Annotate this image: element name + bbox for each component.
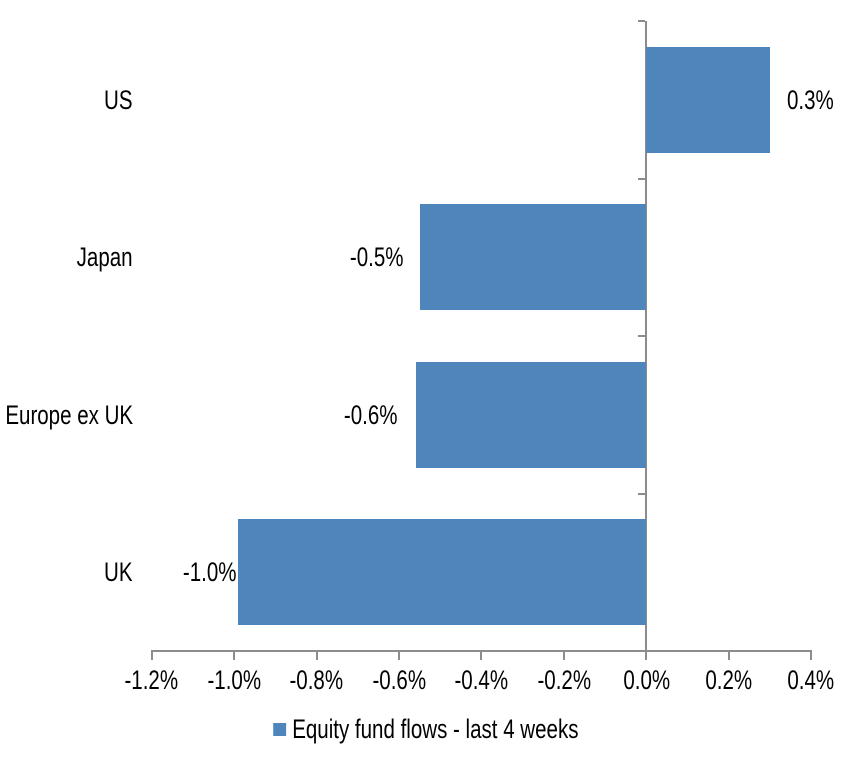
bar-uk — [238, 519, 647, 626]
x-tick-label-text: 0.2% — [705, 665, 753, 695]
data-label: -0.5% — [333, 243, 404, 271]
value-axis-tick — [480, 650, 483, 660]
category-label: UK — [95, 558, 133, 586]
legend-label: Equity fund flows - last 4 weeks — [292, 714, 579, 744]
x-tick-label-text: -1.2% — [124, 665, 179, 695]
category-label-text: US — [104, 84, 133, 115]
x-tick-label-text: 0.4% — [787, 665, 835, 695]
x-tick-label: 0.2% — [674, 666, 784, 694]
x-tick-label: -1.0% — [179, 666, 289, 694]
category-label: Japan — [59, 243, 133, 271]
category-axis-tick — [638, 335, 646, 337]
legend-entry: Equity fund flows - last 4 weeks — [273, 714, 579, 744]
value-axis-tick — [233, 650, 236, 660]
x-tick-label-text: -1.0% — [207, 665, 261, 695]
bar-europe-ex-uk — [415, 361, 647, 468]
data-label-text: 0.3% — [787, 84, 834, 115]
data-label-text: -0.6% — [343, 399, 398, 430]
data-label: -0.6% — [327, 401, 398, 429]
legend-square-icon — [273, 722, 287, 736]
x-tick-label: -1.2% — [97, 666, 207, 694]
x-tick-label: -0.6% — [344, 666, 454, 694]
category-label-text: UK — [104, 557, 133, 588]
value-axis-tick — [727, 650, 730, 660]
data-label: -1.0% — [166, 558, 237, 586]
value-axis-tick — [150, 650, 153, 660]
value-axis-tick — [645, 650, 648, 660]
legend: Equity fund flows - last 4 weeks — [0, 714, 852, 744]
x-tick-label-text: 0.0% — [622, 665, 670, 695]
value-axis-tick — [315, 650, 318, 660]
x-tick-label-text: -0.2% — [537, 665, 591, 695]
category-axis-tick — [638, 492, 646, 495]
data-label: 0.3% — [787, 86, 849, 114]
category-label: US — [95, 86, 133, 114]
category-label: Europe ex UK — [0, 401, 133, 429]
x-tick-label-text: -0.4% — [454, 665, 509, 695]
x-tick-label: -0.8% — [262, 666, 372, 694]
x-tick-label: -0.4% — [426, 666, 536, 694]
value-axis-tick — [398, 650, 401, 660]
x-tick-label-text: -0.8% — [289, 665, 344, 695]
category-axis-tick — [638, 177, 646, 180]
x-tick-label: 0.0% — [591, 666, 701, 694]
category-axis-tick — [638, 20, 646, 22]
category-axis-line — [645, 21, 648, 652]
x-tick-label-text: -0.6% — [372, 665, 426, 695]
category-label-text: Europe ex UK — [5, 399, 133, 430]
x-tick-label: -0.2% — [509, 666, 619, 694]
value-axis-tick — [562, 650, 565, 660]
category-label-text: Japan — [77, 242, 133, 273]
bar-us — [646, 46, 770, 153]
data-label-text: -1.0% — [182, 557, 237, 588]
bar-japan — [419, 204, 647, 311]
x-tick-label: 0.4% — [756, 666, 852, 694]
value-axis-tick — [810, 650, 813, 660]
data-label-text: -0.5% — [350, 242, 404, 273]
